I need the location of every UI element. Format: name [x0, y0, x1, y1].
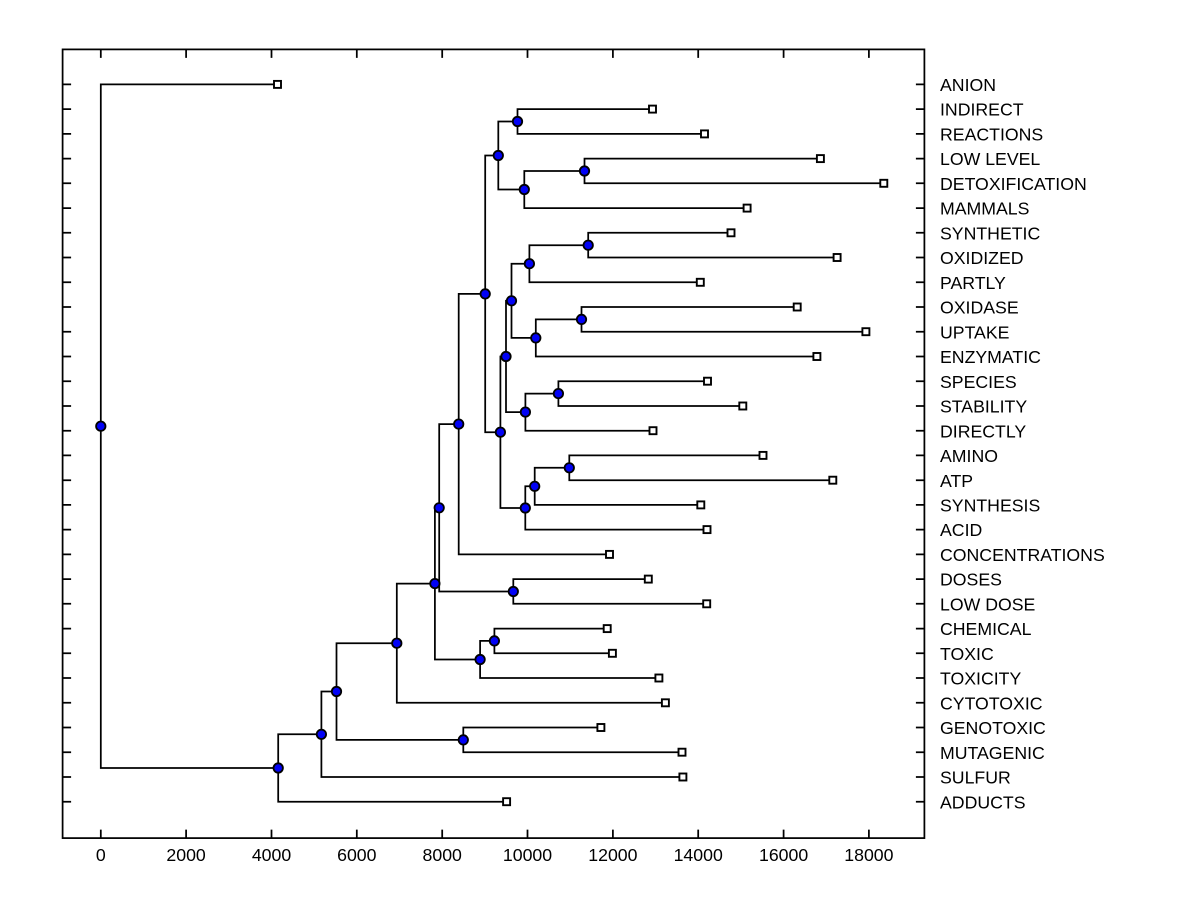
svg-text:2000: 2000 — [166, 845, 206, 865]
svg-text:ENZYMATIC: ENZYMATIC — [940, 347, 1041, 367]
svg-text:ACID: ACID — [940, 520, 982, 540]
svg-text:DOSES: DOSES — [940, 570, 1002, 590]
svg-text:8000: 8000 — [423, 845, 463, 865]
svg-text:DIRECTLY: DIRECTLY — [940, 421, 1026, 441]
svg-text:TOXICITY: TOXICITY — [940, 669, 1021, 689]
svg-text:LOW LEVEL: LOW LEVEL — [940, 149, 1040, 169]
svg-text:CONCENTRATIONS: CONCENTRATIONS — [940, 545, 1105, 565]
svg-text:AMINO: AMINO — [940, 446, 998, 466]
svg-text:CYTOTOXIC: CYTOTOXIC — [940, 693, 1043, 713]
svg-text:TOXIC: TOXIC — [940, 644, 994, 664]
svg-text:ADDUCTS: ADDUCTS — [940, 792, 1026, 812]
svg-text:SYNTHESIS: SYNTHESIS — [940, 496, 1040, 516]
svg-text:12000: 12000 — [588, 845, 637, 865]
svg-text:PARTLY: PARTLY — [940, 273, 1006, 293]
svg-text:REACTIONS: REACTIONS — [940, 125, 1043, 145]
svg-text:4000: 4000 — [252, 845, 292, 865]
svg-text:14000: 14000 — [674, 845, 723, 865]
svg-text:STABILITY: STABILITY — [940, 397, 1027, 417]
svg-text:UPTAKE: UPTAKE — [940, 322, 1010, 342]
svg-text:INDIRECT: INDIRECT — [940, 100, 1024, 120]
svg-text:16000: 16000 — [759, 845, 808, 865]
svg-text:OXIDASE: OXIDASE — [940, 298, 1019, 318]
svg-text:ANION: ANION — [940, 75, 996, 95]
svg-text:CHEMICAL: CHEMICAL — [940, 619, 1032, 639]
svg-text:SPECIES: SPECIES — [940, 372, 1017, 392]
svg-text:6000: 6000 — [337, 845, 377, 865]
svg-text:OXIDIZED: OXIDIZED — [940, 248, 1024, 268]
svg-text:SULFUR: SULFUR — [940, 768, 1011, 788]
svg-text:MUTAGENIC: MUTAGENIC — [940, 743, 1045, 763]
svg-text:SYNTHETIC: SYNTHETIC — [940, 223, 1040, 243]
svg-text:10000: 10000 — [503, 845, 552, 865]
svg-text:0: 0 — [96, 845, 106, 865]
svg-text:DETOXIFICATION: DETOXIFICATION — [940, 174, 1087, 194]
svg-text:MAMMALS: MAMMALS — [940, 199, 1029, 219]
svg-text:LOW DOSE: LOW DOSE — [940, 594, 1036, 614]
svg-text:GENOTOXIC: GENOTOXIC — [940, 718, 1046, 738]
svg-text:18000: 18000 — [844, 845, 893, 865]
svg-text:ATP: ATP — [940, 471, 973, 491]
